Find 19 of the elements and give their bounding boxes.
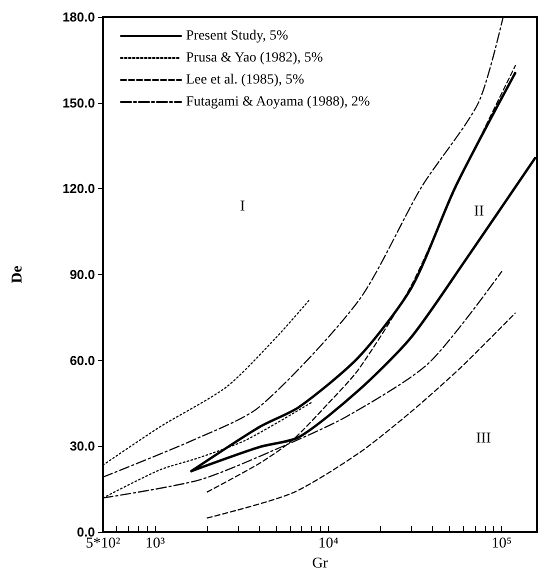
x-axis-title: Gr: [312, 555, 328, 572]
legend-label: Lee et al. (1985), 5%: [186, 72, 305, 88]
annotation: I: [240, 198, 245, 214]
x-tick-label: 10³: [145, 536, 166, 552]
annotation: III: [476, 430, 491, 446]
y-tick-label: 60.0: [70, 352, 95, 368]
x-tick-label: 10⁵: [492, 536, 512, 552]
legend-label: Present Study, 5%: [186, 28, 288, 44]
y-tick-label: 90.0: [70, 267, 95, 282]
y-tick-label: 150.0: [62, 95, 95, 110]
y-tick-label: 30.0: [70, 438, 95, 454]
y-tick-label: 120.0: [62, 181, 95, 196]
annotation: II: [474, 204, 484, 220]
x-tick-label: 5*10²: [86, 536, 121, 552]
x-tick-label: 10⁴: [318, 536, 339, 552]
y-tick-label: 180.0: [62, 10, 95, 24]
legend-label: Prusa & Yao (1982), 5%: [186, 50, 324, 66]
y-axis-title: De: [10, 265, 26, 284]
legend-label: Futagami & Aoyama (1988), 2%: [186, 94, 370, 110]
